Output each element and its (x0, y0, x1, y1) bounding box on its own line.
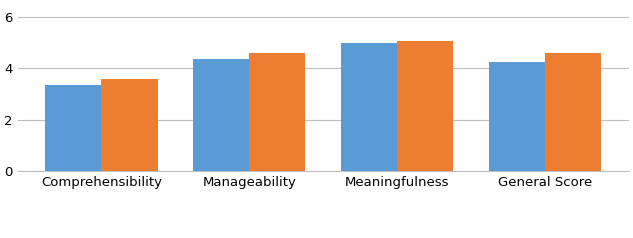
Bar (545, 53, 601, 171)
Bar (193, 60, 249, 171)
Bar (101, 79, 158, 171)
Bar (249, 53, 306, 171)
Bar (397, 41, 453, 171)
Bar (46, 85, 101, 171)
Bar (489, 62, 545, 171)
Bar (341, 43, 397, 171)
